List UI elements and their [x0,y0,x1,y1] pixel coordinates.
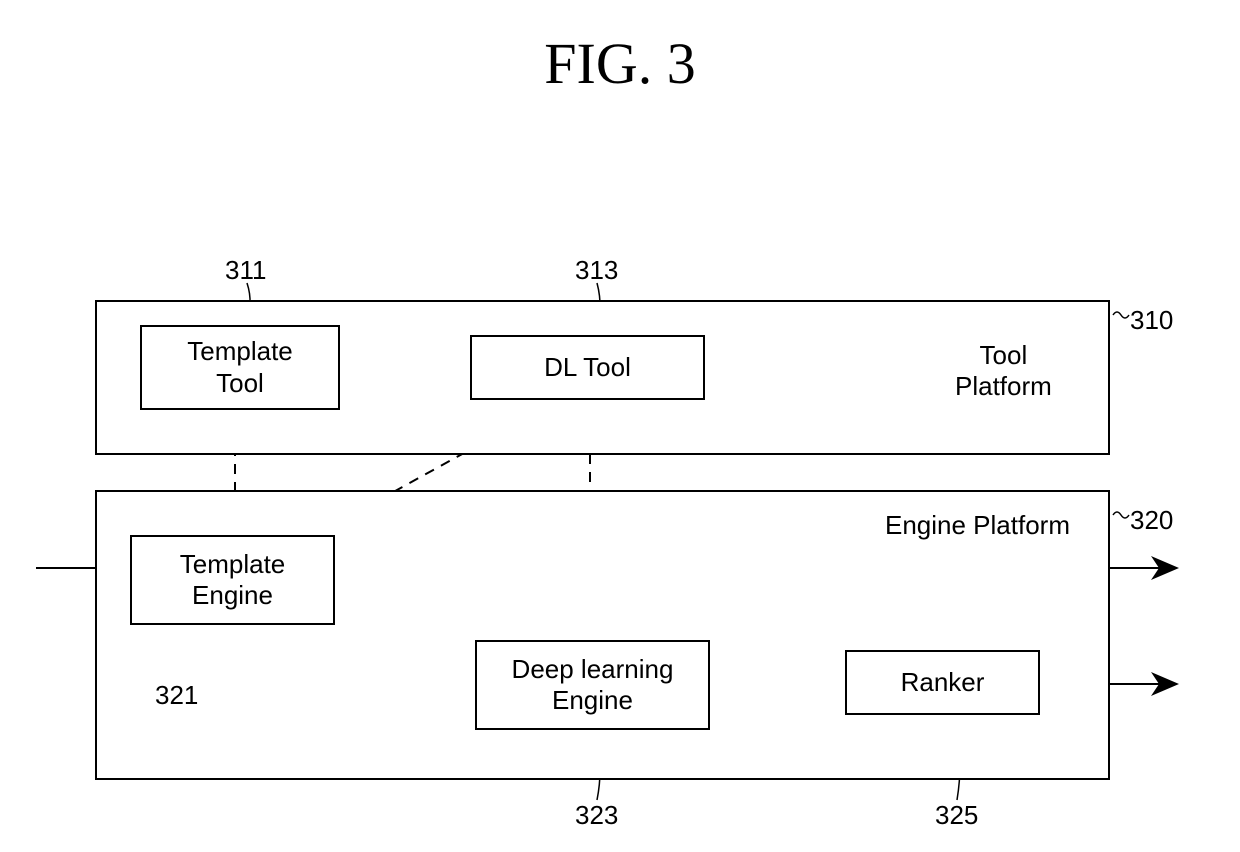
template-engine-ref: 321 [155,680,198,711]
tool-platform-label: ToolPlatform [955,340,1052,402]
dl-tool-ref: 313 [575,255,618,286]
engine-platform-ref: 320 [1130,505,1173,536]
template-engine-box: TemplateEngine [130,535,335,625]
dl-tool-box: DL Tool [470,335,705,400]
dl-engine-box: Deep learningEngine [475,640,710,730]
diagram: ToolPlatform 310 Engine Platform 320 Templat… [0,0,1240,852]
dl-engine-ref: 323 [575,800,618,831]
template-tool-box: TemplateTool [140,325,340,410]
tool-platform-ref: 310 [1130,305,1173,336]
template-tool-ref: 311 [225,255,266,286]
engine-platform-label: Engine Platform [885,510,1070,541]
ranker-ref: 325 [935,800,978,831]
ranker-box: Ranker [845,650,1040,715]
